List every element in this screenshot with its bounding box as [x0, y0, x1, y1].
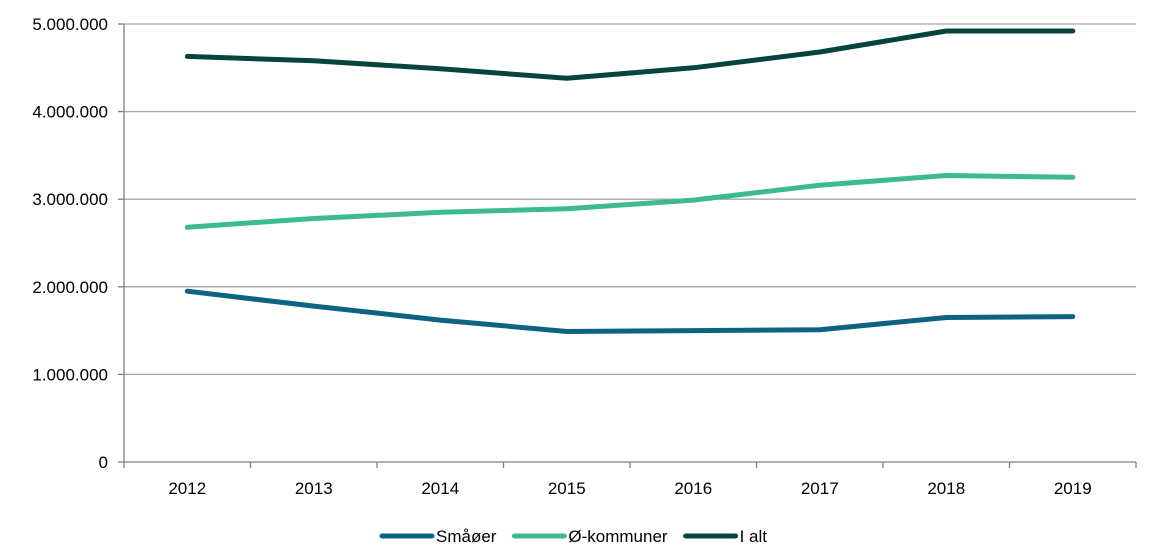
series-line — [184, 288, 1076, 334]
x-tick-label: 2015 — [548, 479, 586, 498]
y-tick-label: 2.000.000 — [32, 278, 108, 297]
legend-label: Ø-kommuner — [568, 527, 668, 545]
x-tick-label: 2014 — [421, 479, 459, 498]
axes: 0 1.000.000 2.000.000 3.000.000 4.000.000 5.0… — [32, 15, 1137, 498]
x-tick-label: 2013 — [295, 479, 333, 498]
x-tick-label: 2017 — [801, 479, 839, 498]
legend-item: Småøer — [379, 527, 497, 546]
y-tick-label: 5.000.000 — [32, 15, 108, 34]
legend-label: I alt — [740, 527, 768, 545]
series-line — [184, 173, 1076, 230]
legend-item: I alt — [683, 527, 768, 546]
x-tick-label: 2016 — [674, 479, 712, 498]
x-tick-label: 2018 — [927, 479, 965, 498]
series-lines — [184, 28, 1076, 334]
x-tick-label: 2012 — [168, 479, 206, 498]
legend: Småøer Ø-kommuner I alt — [379, 527, 768, 546]
y-tick-label: 0 — [99, 453, 108, 472]
gridlines — [124, 23, 1136, 376]
legend-label: Småøer — [436, 527, 497, 545]
y-tick-label: 4.000.000 — [32, 103, 108, 122]
series-line — [184, 28, 1076, 81]
y-tick-label: 1.000.000 — [32, 365, 108, 384]
x-tick-label: 2019 — [1054, 479, 1092, 498]
legend-item: Ø-kommuner — [511, 527, 668, 546]
y-tick-label: 3.000.000 — [32, 190, 108, 209]
